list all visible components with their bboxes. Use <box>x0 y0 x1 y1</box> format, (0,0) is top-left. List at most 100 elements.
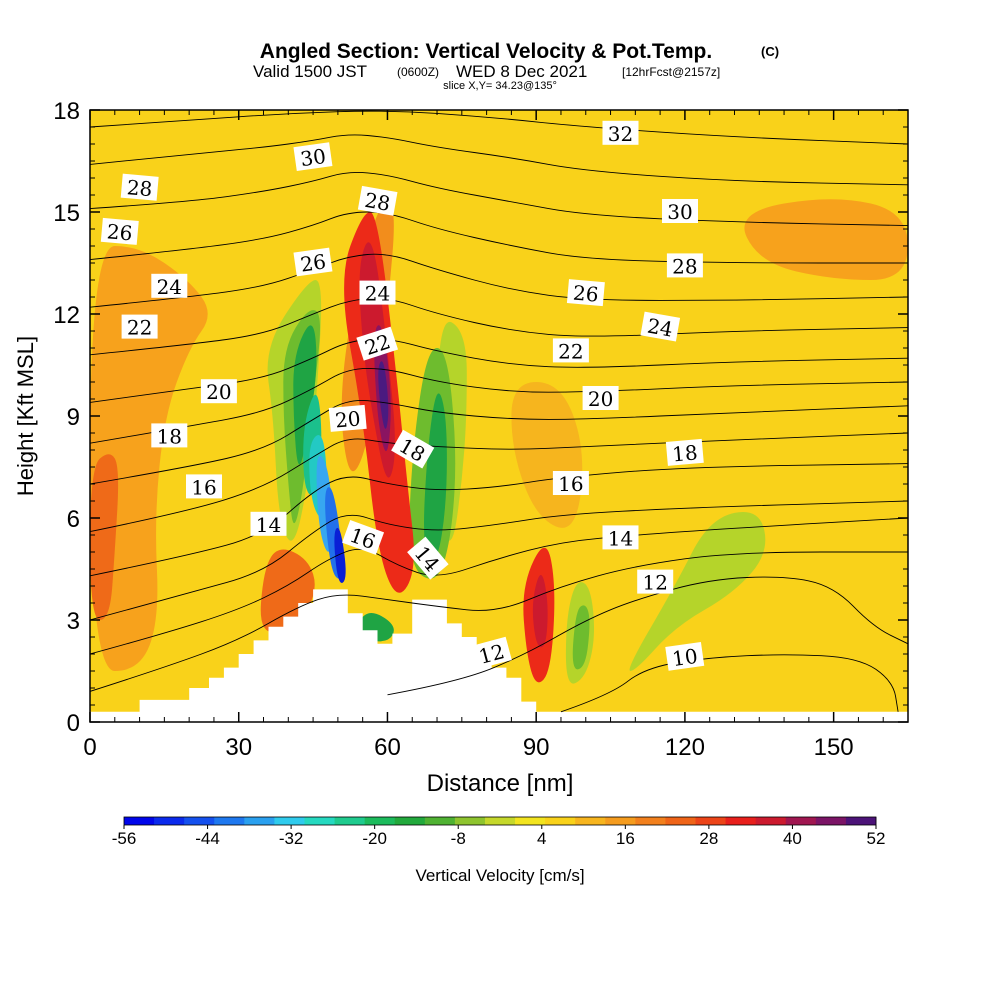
contour-label-7: 22 <box>121 314 158 340</box>
chart-title: Angled Section: Vertical Velocity & Pot.… <box>260 40 712 63</box>
contour-label-text: 28 <box>363 188 392 216</box>
contour-label-bg <box>391 429 435 469</box>
colorbar-swatch <box>665 817 696 825</box>
contour-label-15: 14 <box>250 511 287 537</box>
contour-label-27: 14 <box>602 525 639 550</box>
contour-label-bg <box>356 326 399 361</box>
colorbar-tick-label: 52 <box>867 829 886 848</box>
isentrope-13 <box>90 551 908 692</box>
colorbar-tick-label: -32 <box>279 829 304 848</box>
contour-label-text: 30 <box>299 144 328 171</box>
contour-label-text: 20 <box>206 380 231 404</box>
isentrope-20 <box>90 338 908 403</box>
contour-label-text: 24 <box>365 282 390 306</box>
contour-label-bg <box>151 273 188 298</box>
x-tick-label: 90 <box>523 734 550 761</box>
contour-label-text: 24 <box>645 314 674 342</box>
contour-label-10: 20 <box>328 404 367 432</box>
contour-label-2: 28 <box>357 185 398 216</box>
colorbar-swatch <box>124 817 155 825</box>
contour-label-bg <box>602 525 639 550</box>
isentrope-19 <box>90 367 908 444</box>
colorbar-swatch <box>424 817 456 825</box>
contour-label-23: 22 <box>552 338 589 363</box>
colorbar-swatch <box>274 817 305 825</box>
contour-label-25: 18 <box>665 438 704 466</box>
isentrope-24 <box>90 253 908 308</box>
contour-label-text: 18 <box>157 424 182 448</box>
contour-label-20: 28 <box>666 253 703 278</box>
contour-label-text: 20 <box>334 406 361 432</box>
y-axis: 0 3 6 9 12 15 18 <box>53 98 908 737</box>
colorbar-swatch <box>304 817 335 825</box>
y-tick-label: 15 <box>53 200 80 227</box>
colorbar-swatch <box>545 817 576 825</box>
colorbar-swatch <box>334 817 366 825</box>
contour-label-text: 14 <box>608 526 633 550</box>
colorbar-tick-label: -8 <box>451 829 466 848</box>
colorbar-swatch <box>845 817 877 825</box>
plot-background <box>90 110 908 722</box>
contour-label-bg <box>100 217 139 245</box>
contour-label-19: 30 <box>662 199 698 224</box>
contour-label-bg <box>359 280 396 305</box>
contour-label-text: 28 <box>126 175 153 201</box>
colorbar-swatch <box>755 817 787 825</box>
isentrope-14 <box>90 517 908 655</box>
contour-label-24: 20 <box>582 386 619 411</box>
colorbar-tick-label: 28 <box>699 829 718 848</box>
colorbar-swatch <box>695 817 726 825</box>
contour-label-0: 30 <box>293 142 333 171</box>
forecast-text: [12hrFcst@2157z] <box>622 65 720 79</box>
isentrope-32 <box>90 110 908 145</box>
valid-time-text: Valid 1500 JST <box>253 62 367 81</box>
colorbar-tick-label: -20 <box>362 829 387 848</box>
colorbar-swatch <box>364 817 396 825</box>
isentrope-26 <box>90 211 908 264</box>
contour-label-4: 26 <box>293 247 333 277</box>
contour-label-text: 32 <box>608 122 633 146</box>
contour-label-text: 28 <box>672 254 697 278</box>
isentrope-18 <box>90 400 908 485</box>
contour-label-9: 20 <box>200 379 237 404</box>
y-axis-label: Height [Kft MSL] <box>13 336 38 496</box>
contour-label-bg <box>566 279 605 307</box>
contour-label-text: 16 <box>558 472 583 496</box>
colorbar-tick-label: 4 <box>537 829 546 848</box>
colorbar-tick-label: 16 <box>616 829 635 848</box>
velocity-region-3 <box>90 454 119 620</box>
x-tick-label: 150 <box>814 734 854 761</box>
colorbar-swatch <box>515 817 546 825</box>
x-tick-label: 0 <box>83 734 96 761</box>
contour-label-text: 24 <box>157 275 182 299</box>
contour-label-bg <box>552 338 589 363</box>
contour-label-8: 22 <box>356 326 399 361</box>
contour-label-bg <box>637 569 674 594</box>
contour-label-bg <box>665 438 704 466</box>
y-tick-label: 12 <box>53 302 80 329</box>
colorbar-swatch <box>154 817 185 825</box>
velocity-region-1 <box>744 199 908 280</box>
contour-label-bg <box>342 520 385 555</box>
isentrope-10 <box>560 654 899 713</box>
velocity-region-8 <box>629 511 766 671</box>
x-tick-label: 60 <box>374 734 401 761</box>
colorbar-swatch <box>454 817 486 825</box>
contour-label-13: 16 <box>186 474 222 499</box>
contour-label-text: 26 <box>106 219 133 245</box>
colorbar: -56 -44 -32 -20 -8 4 16 28 40 52 <box>112 816 886 848</box>
contour-label-11: 18 <box>151 423 188 448</box>
valid-time-line: Valid 1500 JST (0600Z) WED 8 Dec 2021 [1… <box>253 62 720 81</box>
colorbar-swatch <box>575 817 606 825</box>
colorbar-swatch <box>244 817 275 825</box>
contour-label-text: 16 <box>191 475 216 499</box>
contour-label-26: 16 <box>552 471 589 496</box>
y-tick-label: 6 <box>67 506 80 533</box>
contour-label-bg <box>328 404 367 432</box>
isentrope-28 <box>90 172 908 227</box>
colorbar-tick-label: -44 <box>195 829 220 848</box>
contour-label-bg <box>665 642 705 671</box>
contour-label-bg <box>662 199 698 223</box>
